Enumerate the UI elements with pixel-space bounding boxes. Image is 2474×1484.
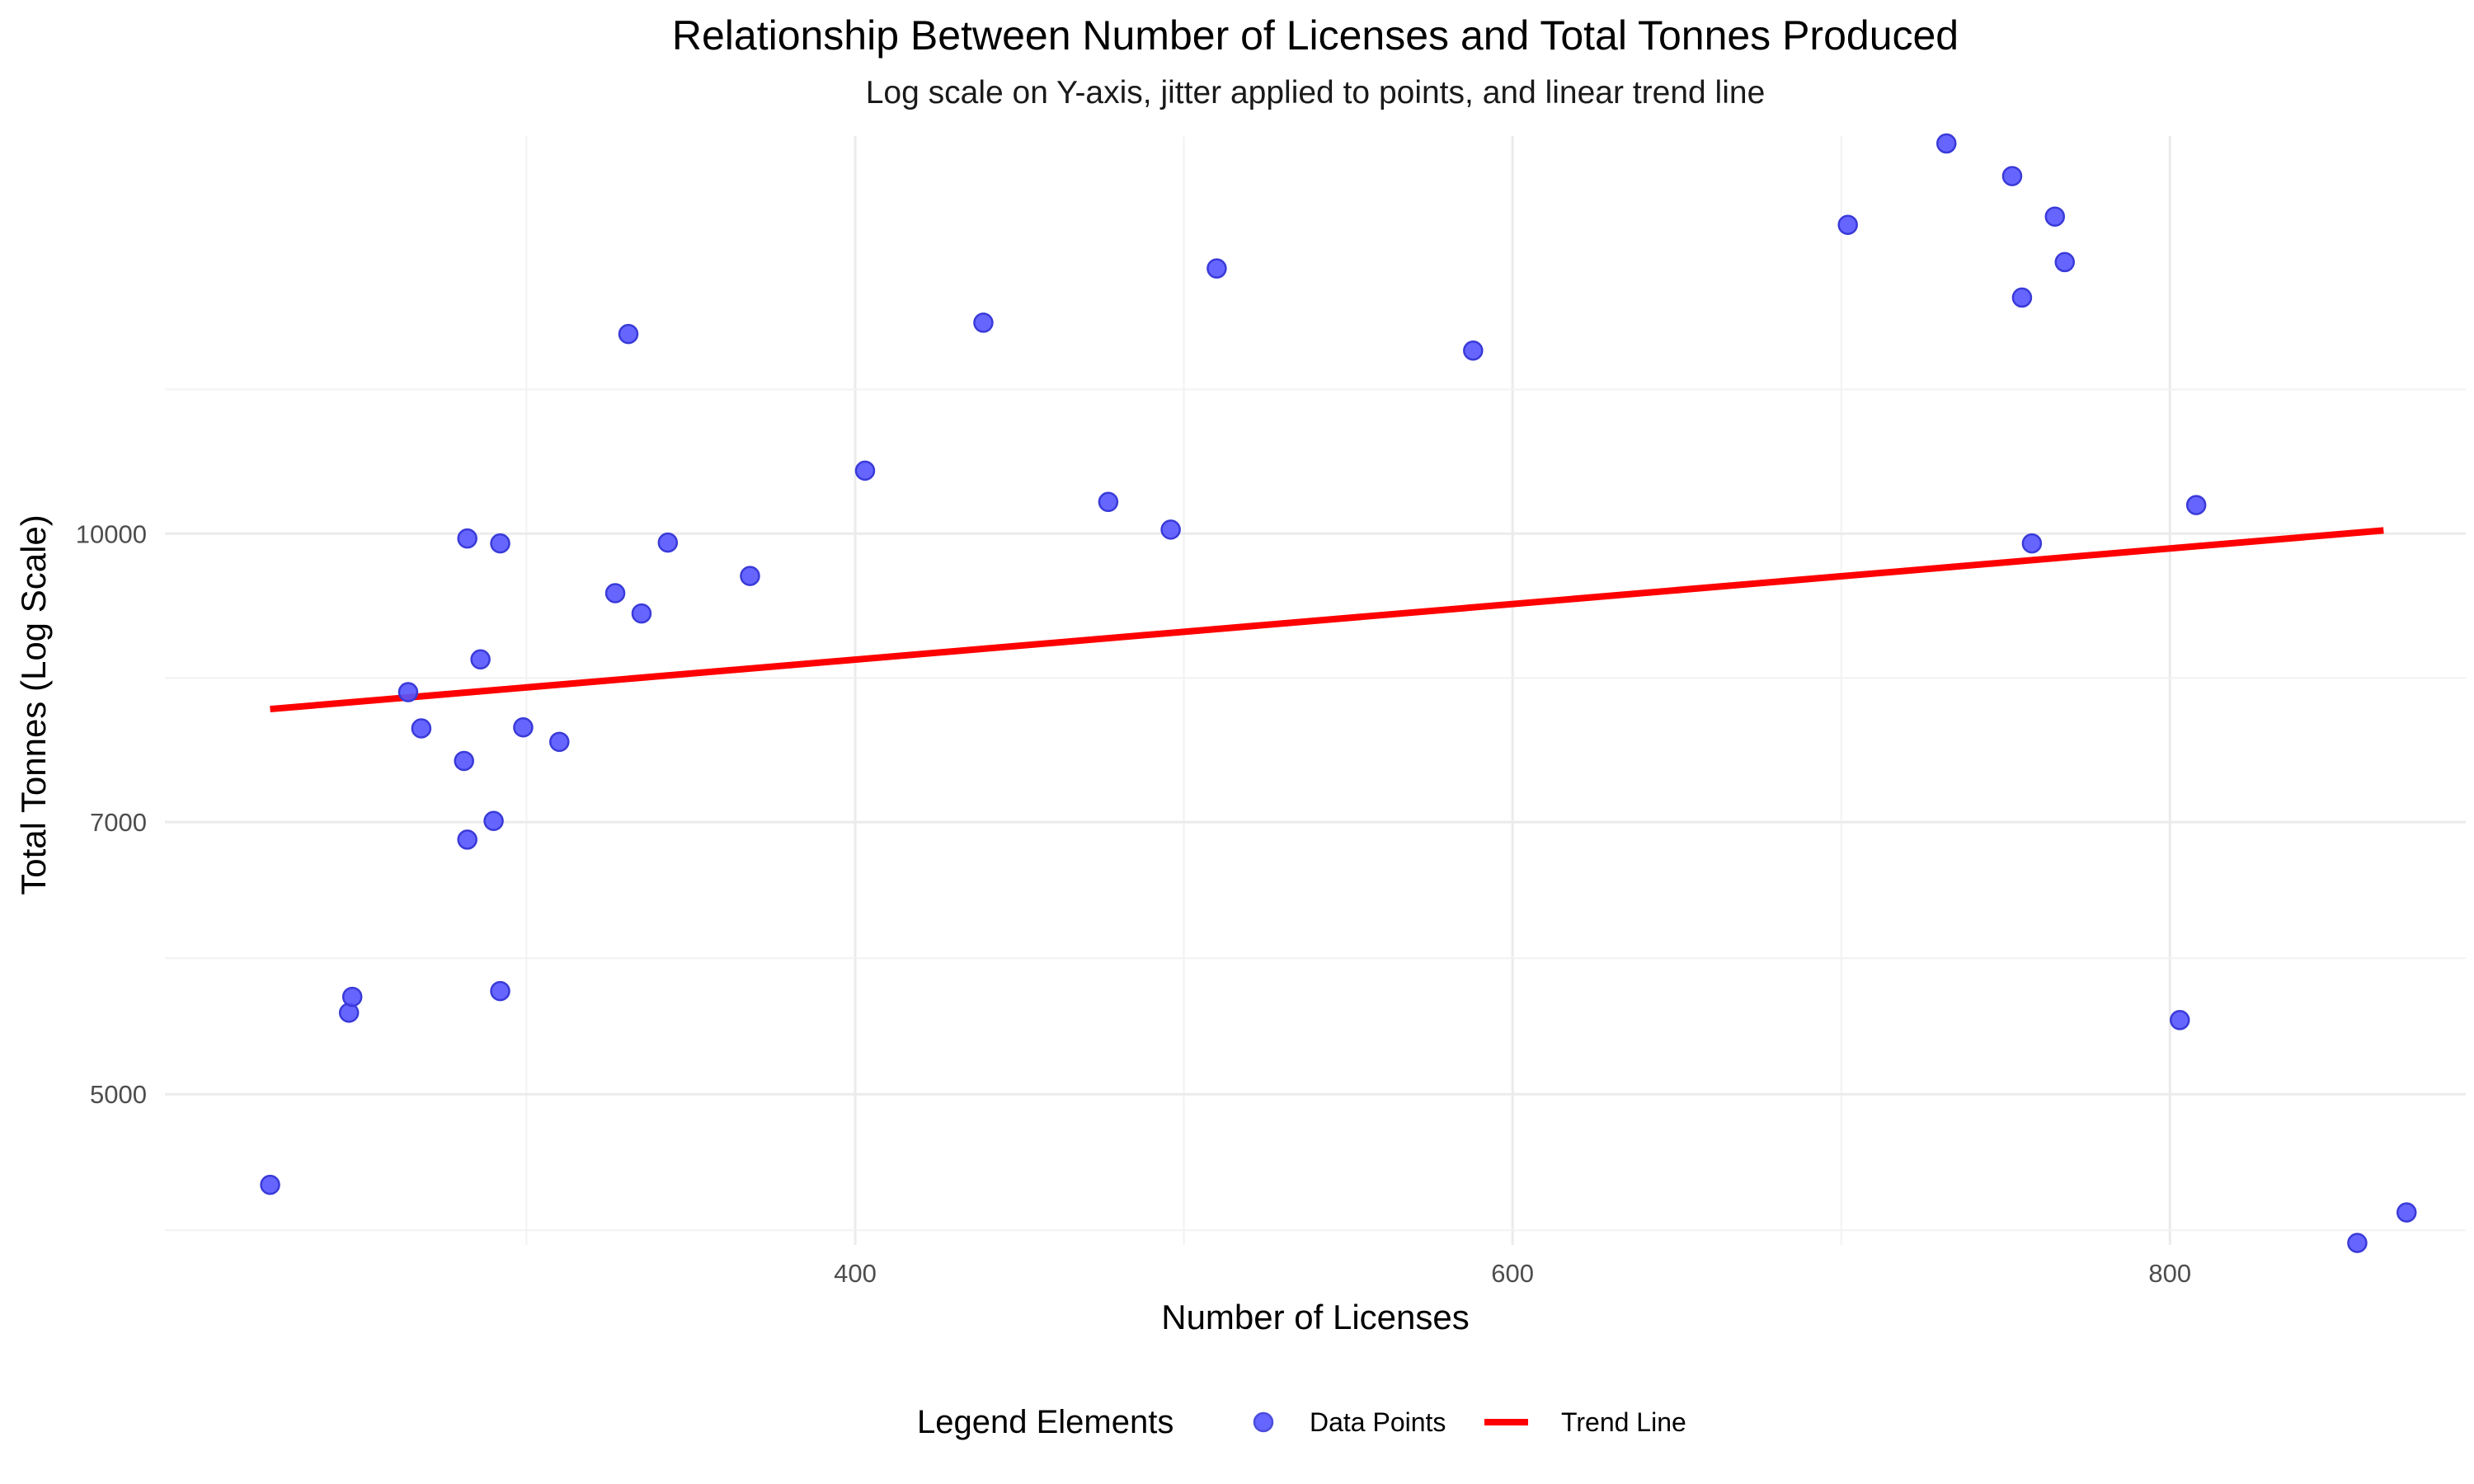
trend-line-layer	[270, 527, 2384, 713]
x-axis-ticks: 400 600 800	[834, 1259, 2191, 1288]
y-tick-label: 10000	[76, 519, 147, 548]
data-point	[1837, 214, 1858, 235]
data-point	[740, 566, 760, 586]
legend: Legend Elements Data Points Trend Line	[917, 1404, 1686, 1440]
x-tick-label: 600	[1491, 1259, 1534, 1288]
data-point	[1206, 258, 1227, 279]
legend-point-marker	[1253, 1411, 1274, 1433]
data-point	[411, 718, 432, 739]
data-point	[397, 682, 419, 702]
data-point	[2001, 166, 2023, 186]
data-point	[341, 986, 363, 1007]
data-point	[854, 460, 876, 481]
data-point	[1463, 340, 1484, 361]
grid	[165, 136, 2466, 1245]
data-point	[2185, 495, 2207, 515]
data-point	[2396, 1202, 2417, 1223]
data-point	[483, 810, 504, 832]
data-point	[454, 750, 474, 772]
data-point	[457, 829, 477, 850]
x-tick-label: 800	[2148, 1259, 2191, 1288]
chart-subtitle: Log scale on Y-axis, jitter applied to p…	[866, 75, 1766, 110]
chart-title: Relationship Between Number of Licenses …	[672, 12, 1959, 59]
data-point	[1936, 133, 1957, 154]
trend-line	[270, 527, 2384, 713]
x-axis-title: Number of Licenses	[1161, 1298, 1470, 1336]
y-axis-ticks: 5000 7000 10000	[76, 519, 147, 1109]
data-points-layer	[260, 133, 2417, 1253]
y-tick-label: 5000	[90, 1080, 147, 1109]
data-point	[470, 649, 491, 670]
data-point	[657, 532, 679, 553]
data-point	[2347, 1233, 2368, 1253]
data-point	[490, 980, 510, 1002]
data-point	[513, 716, 534, 738]
data-point	[260, 1174, 280, 1195]
data-point	[973, 312, 994, 333]
data-point	[457, 528, 477, 549]
data-point	[2054, 251, 2075, 273]
data-point	[618, 323, 639, 345]
x-tick-label: 400	[834, 1259, 877, 1288]
legend-label-trend-line: Trend Line	[1561, 1407, 1686, 1437]
data-point	[2021, 533, 2043, 554]
data-point	[549, 731, 570, 753]
data-point	[2011, 287, 2033, 308]
y-tick-label: 7000	[90, 808, 147, 837]
data-point	[1098, 491, 1119, 513]
data-point	[631, 603, 652, 624]
legend-title: Legend Elements	[917, 1404, 1174, 1440]
legend-label-data-points: Data Points	[1310, 1407, 1446, 1437]
data-point	[1160, 519, 1181, 540]
data-point	[604, 583, 626, 603]
data-point	[2044, 206, 2066, 227]
y-axis-title: Total Tonnes (Log Scale)	[14, 514, 53, 895]
data-point	[490, 533, 510, 554]
data-point	[2169, 1010, 2190, 1031]
